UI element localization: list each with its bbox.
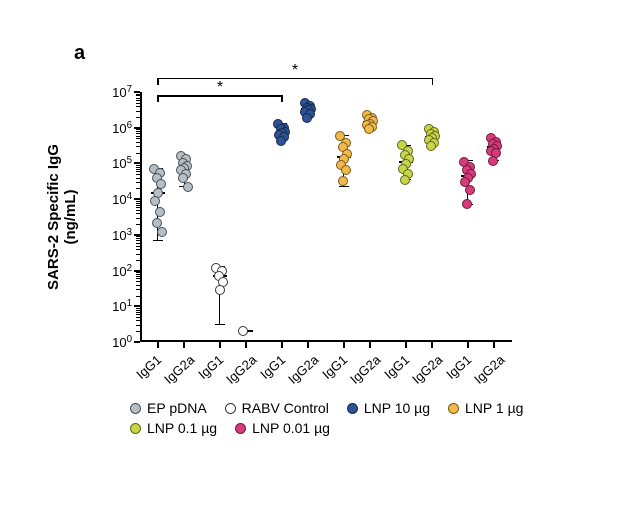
x-tick-label: IgG2a <box>161 352 197 387</box>
y-tick-label: 107 <box>96 84 132 100</box>
significance-star: * <box>292 62 298 80</box>
data-point <box>364 124 374 134</box>
data-point <box>238 326 248 336</box>
circle-icon <box>130 423 141 434</box>
y-tick-label: 102 <box>96 262 132 278</box>
y-tick-label: 101 <box>96 298 132 314</box>
legend-label: LNP 0.01 µg <box>252 420 330 436</box>
legend-item: RABV Control <box>225 400 329 416</box>
panel-label: a <box>74 42 85 65</box>
x-tick-label: IgG1 <box>257 352 288 382</box>
data-point <box>400 175 410 185</box>
data-point <box>150 196 160 206</box>
legend-label: LNP 0.1 µg <box>147 420 217 436</box>
x-tick-label: IgG1 <box>195 352 226 382</box>
y-tick-label: 106 <box>96 120 132 136</box>
legend-item: LNP 0.1 µg <box>130 420 217 436</box>
legend-item: LNP 0.01 µg <box>235 420 330 436</box>
data-point <box>183 182 193 192</box>
data-point <box>341 165 351 175</box>
y-tick-label: 105 <box>96 155 132 171</box>
x-tick-label: IgG2a <box>347 352 383 387</box>
data-point <box>302 113 312 123</box>
circle-icon <box>225 403 236 414</box>
x-tick-label: IgG2a <box>285 352 321 387</box>
y-axis-title: SARS-2 Specific IgG (ng/mL) <box>45 144 79 290</box>
data-point <box>276 136 286 146</box>
legend-label: LNP 10 µg <box>364 400 430 416</box>
figure-panel: a ** SARS-2 Specific IgG (ng/mL) EP pDNA… <box>0 0 641 506</box>
data-point <box>465 185 475 195</box>
data-point <box>338 176 348 186</box>
x-tick-label: IgG2a <box>471 352 507 387</box>
data-point <box>488 156 498 166</box>
legend-item: EP pDNA <box>130 400 207 416</box>
data-point <box>155 207 165 217</box>
legend-label: LNP 1 µg <box>465 400 523 416</box>
x-tick-label: IgG1 <box>443 352 474 382</box>
x-tick-label: IgG1 <box>381 352 412 382</box>
legend-label: RABV Control <box>242 400 329 416</box>
significance-star: * <box>217 79 223 97</box>
data-point <box>215 285 225 295</box>
y-tick-label: 104 <box>96 191 132 207</box>
legend-label: EP pDNA <box>147 400 207 416</box>
data-point <box>462 199 472 209</box>
plot-area: ** <box>140 92 512 342</box>
legend-item: LNP 10 µg <box>347 400 430 416</box>
legend: EP pDNA RABV Control LNP 10 µg LNP 1 µg LNP … <box>130 400 530 436</box>
data-point <box>426 141 436 151</box>
circle-icon <box>130 403 141 414</box>
legend-item: LNP 1 µg <box>448 400 523 416</box>
x-tick-label: IgG1 <box>319 352 350 382</box>
y-tick-label: 100 <box>96 334 132 350</box>
circle-icon <box>448 403 459 414</box>
x-tick-label: IgG2a <box>223 352 259 387</box>
x-tick-label: IgG1 <box>133 352 164 382</box>
y-tick-label: 103 <box>96 227 132 243</box>
data-point <box>157 227 167 237</box>
x-tick-label: IgG2a <box>409 352 445 387</box>
circle-icon <box>347 403 358 414</box>
circle-icon <box>235 423 246 434</box>
